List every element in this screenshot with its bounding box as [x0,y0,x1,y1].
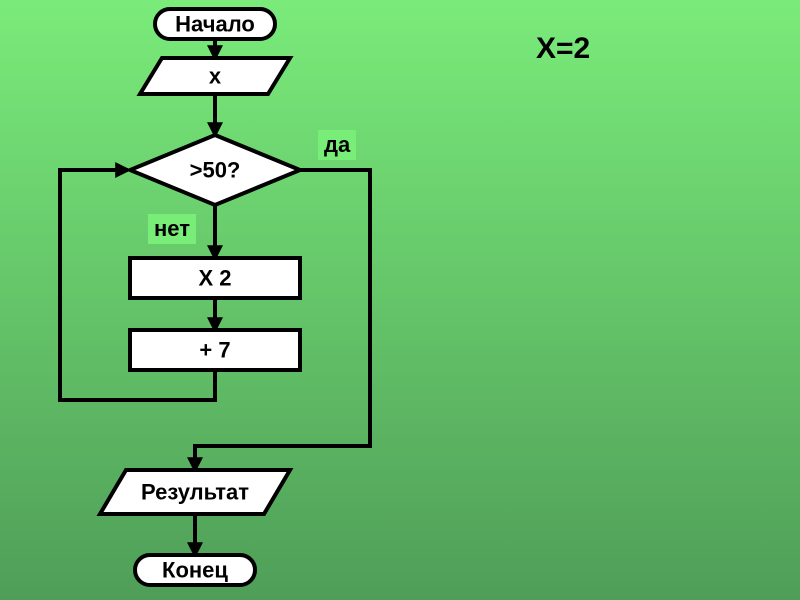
branch-label-yes: да [318,130,356,160]
flowchart-svg: Начало х >50? X 2 + 7 Результат Конец [0,0,800,600]
svg-text:X 2: X 2 [198,266,231,291]
node-end: Конец [135,555,255,585]
svg-text:Результат: Результат [141,480,249,505]
svg-text:+ 7: + 7 [199,338,230,363]
diagram-title: Х=2 [530,30,596,68]
flowchart-canvas: Начало х >50? X 2 + 7 Результат Конец Х=2 да н… [0,0,800,600]
branch-label-no: нет [148,214,196,244]
node-proc1: X 2 [130,258,300,298]
svg-text:Начало: Начало [175,12,255,37]
svg-text:х: х [209,64,222,89]
node-input: х [140,58,290,94]
node-start: Начало [155,9,275,39]
svg-text:Конец: Конец [162,558,228,583]
svg-text:>50?: >50? [190,158,241,183]
node-output: Результат [100,470,290,514]
node-proc2: + 7 [130,330,300,370]
